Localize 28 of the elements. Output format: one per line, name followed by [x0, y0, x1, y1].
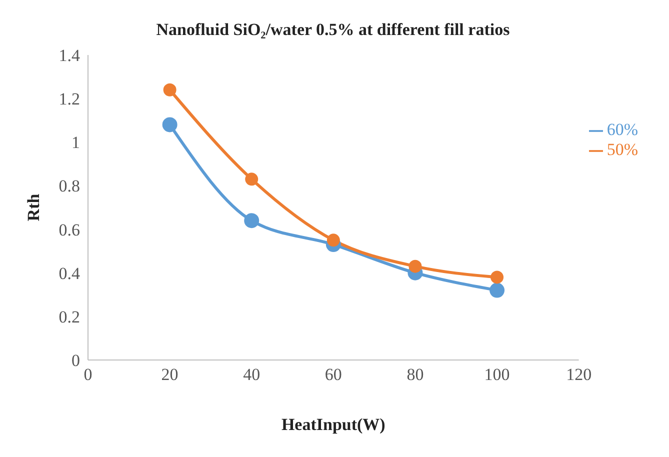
- x-tick-label: 40: [243, 365, 260, 384]
- legend-label: 60%: [606, 120, 638, 139]
- point: [490, 270, 504, 284]
- x-tick-label: 100: [484, 365, 510, 384]
- x-axis-title: HeatInput(W): [281, 415, 386, 434]
- point: [408, 260, 422, 273]
- y-tick-label: 0.8: [58, 176, 80, 196]
- x-tick-label: 80: [406, 365, 424, 384]
- y-tick-label: 0.2: [58, 307, 80, 326]
- y-tick-label: 1.4: [58, 46, 80, 66]
- y-tick-label: 0: [72, 351, 80, 370]
- point: [162, 117, 178, 132]
- point: [245, 172, 258, 186]
- point: [326, 234, 340, 247]
- x-tick-label: 20: [161, 365, 178, 384]
- point: [163, 83, 176, 96]
- x-tick-label: 0: [84, 365, 92, 384]
- y-tick-label: 1: [72, 133, 80, 152]
- y-axis-title: Rth: [24, 193, 44, 222]
- point: [244, 213, 260, 228]
- y-tick-label: 0.4: [58, 264, 80, 283]
- legend-label: 50%: [606, 140, 638, 159]
- y-tick-label: 0.6: [58, 220, 80, 240]
- y-tick-label: 1.2: [58, 90, 80, 109]
- x-tick-label: 60: [324, 365, 342, 384]
- point: [490, 282, 505, 298]
- x-tick-label: 120: [566, 365, 592, 384]
- chart-title: Nanofluid SiO₂/water 0.5% at different fill ratios: [155, 19, 511, 40]
